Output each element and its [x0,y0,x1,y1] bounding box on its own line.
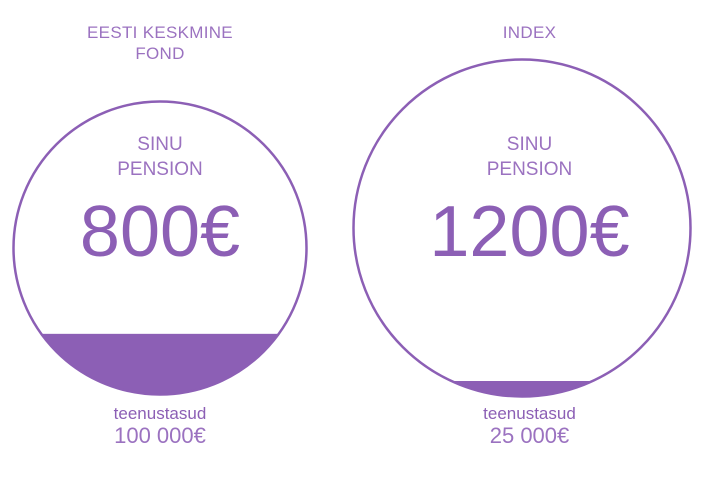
fund-title: EESTI KESKMINE FOND [87,23,233,63]
pension-amount: 1200€ [429,192,630,272]
pension-bubble [12,100,308,396]
fee-label: teenustasud [483,404,576,423]
fund-card-eesti-keskmine: EESTI KESKMINE FOND SINU PENSION 800€ te… [0,0,320,486]
fee-amount: 100 000€ [114,423,206,448]
pension-amount: 800€ [79,192,241,272]
fee-amount: 25 000€ [489,423,570,448]
pension-label: SINU PENSION [486,134,573,180]
pension-bubble [352,58,692,398]
bubble-outline [352,58,692,398]
fee-fill-bar [13,333,307,395]
fund-card-index: INDEX SINU PENSION 1200€ teenustasud 25 … [340,0,719,486]
bubble-outline [12,100,308,396]
fund-title: INDEX [502,23,557,42]
fee-label: teenustasud [113,404,207,423]
pension-label: SINU PENSION [117,134,203,180]
